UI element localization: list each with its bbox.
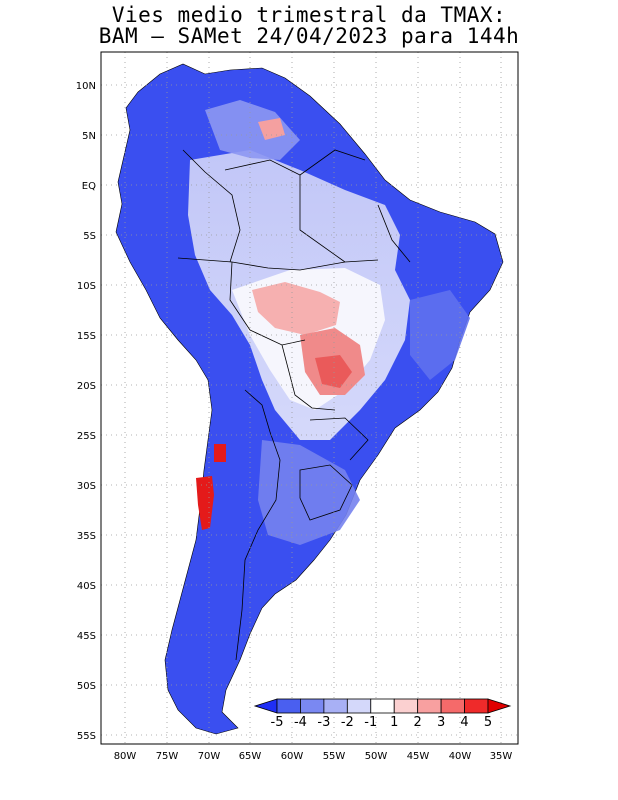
country-borders xyxy=(177,149,411,661)
warm-bias-north xyxy=(258,118,285,140)
y-tick-label: 35S xyxy=(77,531,96,542)
y-tick-label: 10N xyxy=(76,81,96,92)
colorbar-label: 1 xyxy=(390,715,398,730)
x-tick-label: 35W xyxy=(490,751,513,762)
grid-lines xyxy=(101,52,518,744)
map-title-line1: Vies medio trimestral da TMAX: xyxy=(111,3,507,27)
colorbar-label: -4 xyxy=(294,715,307,730)
colorbar-label: 5 xyxy=(484,715,492,730)
colorbar-segment xyxy=(323,698,348,714)
colorbar-segment xyxy=(300,698,325,714)
y-tick-label: 5N xyxy=(82,131,96,142)
colorbar-segment xyxy=(393,698,419,714)
x-tick-label: 45W xyxy=(407,751,430,762)
andes-warm-strip xyxy=(196,476,214,530)
x-tick-label: 60W xyxy=(281,751,304,762)
blue-patch-northeast xyxy=(410,290,470,380)
y-tick-label: 25S xyxy=(77,431,96,442)
x-tick-labels: 80W 75W 70W 65W 60W 55W 50W 45W 40W 35W xyxy=(114,751,513,762)
y-tick-label: 20S xyxy=(77,381,96,392)
y-tick-label: 30S xyxy=(77,481,96,492)
y-tick-label: 15S xyxy=(77,331,96,342)
y-tick-label: 45S xyxy=(77,631,96,642)
colorbar-label: 2 xyxy=(414,715,422,730)
colorbar-label: -2 xyxy=(341,715,354,730)
colorbar-label: 4 xyxy=(460,715,468,730)
colorbar-label: 3 xyxy=(437,715,445,730)
colorbar-segment xyxy=(346,698,372,714)
colorbar-label: -3 xyxy=(317,715,330,730)
y-tick-label: 40S xyxy=(77,581,96,592)
x-tick-label: 75W xyxy=(156,751,179,762)
y-tick-label: 5S xyxy=(83,231,96,242)
warm-bias-pink xyxy=(252,282,340,335)
y-tick-labels: 10N 5N EQ 5S 10S 15S 20S 25S 30S 35S 40S… xyxy=(76,81,96,742)
colorbar-segment xyxy=(276,698,301,714)
colorbar-segment xyxy=(464,698,489,714)
plot-frame xyxy=(100,51,519,745)
blue-patch-north xyxy=(205,100,300,160)
x-tick-label: 40W xyxy=(449,751,472,762)
warm-bias-core xyxy=(315,355,352,388)
colorbar-segment xyxy=(417,698,442,714)
x-tick-label: 80W xyxy=(114,751,137,762)
colorbar-segment xyxy=(370,698,395,714)
x-tick-label: 70W xyxy=(198,751,221,762)
x-tick-label: 50W xyxy=(365,751,388,762)
colorbar-label: -1 xyxy=(364,715,377,730)
andes-warm-strip-upper xyxy=(214,444,226,462)
x-tick-label: 55W xyxy=(323,751,346,762)
y-tick-label: 10S xyxy=(77,281,96,292)
colorbar-segment xyxy=(440,698,465,714)
map-title-line2: BAM – SAMet 24/04/2023 para 144h xyxy=(98,24,520,48)
colorbar-label: -5 xyxy=(271,715,284,730)
colorbar: -5 -4 -3 -2 -1 1 2 3 4 5 xyxy=(253,698,512,730)
colorbar-arrow-high xyxy=(487,698,512,714)
y-tick-label: 50S xyxy=(77,681,96,692)
y-tick-label: EQ xyxy=(82,181,96,192)
x-tick-label: 65W xyxy=(239,751,262,762)
blue-patch-south xyxy=(258,440,360,545)
y-tick-label: 55S xyxy=(77,731,96,742)
